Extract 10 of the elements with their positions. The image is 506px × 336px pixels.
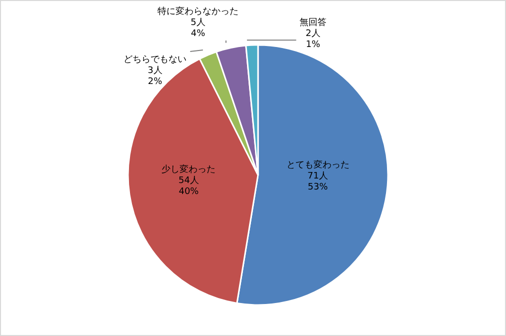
slice-label: とても変わった bbox=[286, 159, 350, 170]
data-label: 54人 40% bbox=[178, 174, 200, 197]
data-label: 2人 1% bbox=[306, 28, 321, 50]
data-label: 3人 2% bbox=[148, 65, 163, 87]
slice-label: 無回答 bbox=[300, 17, 326, 28]
data-label: 5人 4% bbox=[190, 17, 206, 39]
slice-label: どちらでもない bbox=[124, 55, 186, 65]
slice-label: 特に変わらなかった bbox=[158, 6, 238, 17]
slice-label: 少し変わった bbox=[162, 164, 216, 175]
data-label: 71人 53% bbox=[308, 170, 328, 192]
